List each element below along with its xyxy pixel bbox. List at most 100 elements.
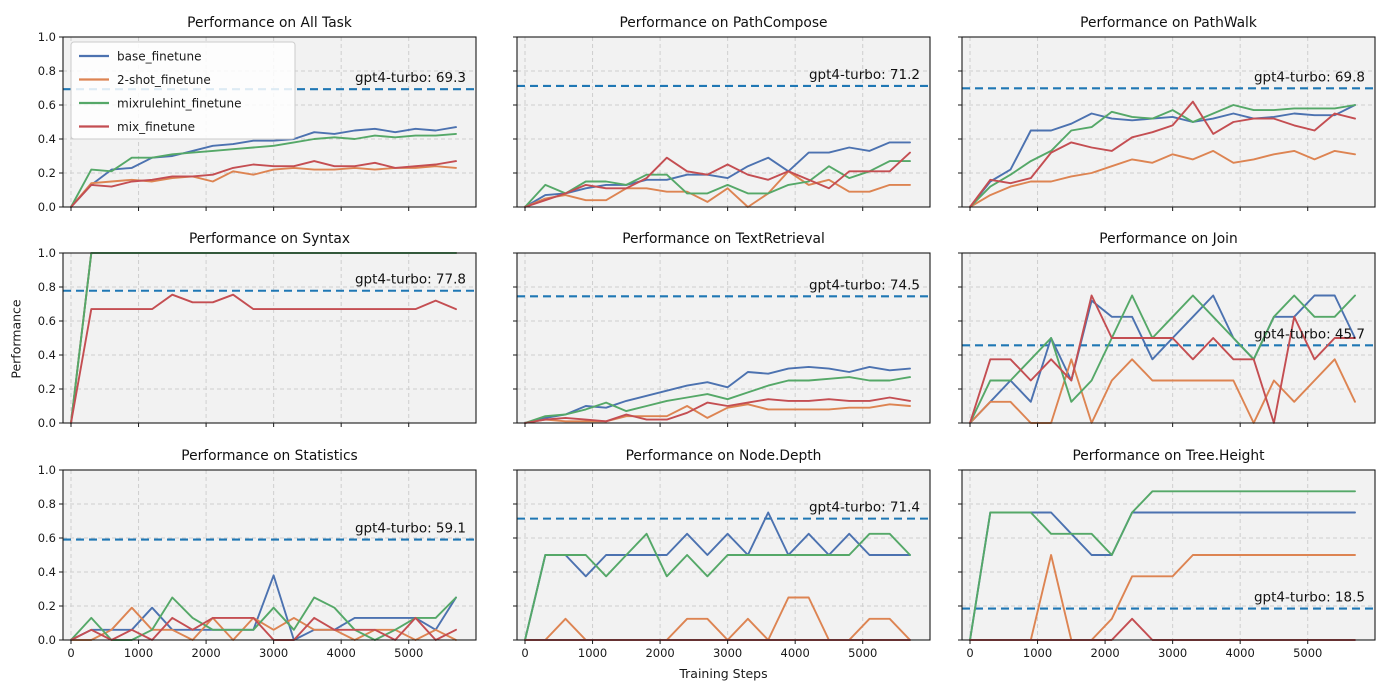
y-tick-label: 0.0 — [38, 200, 56, 214]
axes-spines — [516, 469, 931, 641]
y-tick-label: 0.2 — [38, 166, 56, 180]
y-tick-label: 1.0 — [38, 463, 56, 477]
series-line-base-finetune — [70, 126, 457, 208]
axes-spines — [961, 252, 1376, 424]
y-tick-label: 0.0 — [38, 416, 56, 430]
x-tick-label: 4000 — [781, 646, 810, 660]
plot-area-svg: gpt4-turbo: 69.8 Performance on PathWalk — [958, 15, 1376, 211]
series-line-mix-finetune — [70, 293, 457, 424]
axes-background — [63, 253, 476, 423]
subplot-performance-on-syntax: gpt4-turbo: 77.8 0.0 0.2 0.4 0.6 0.8 1.0 Perfor… — [38, 231, 477, 430]
y-tick-label: 0.6 — [38, 531, 56, 545]
subplot-performance-on-pathcompose: gpt4-turbo: 71.2 Performance on PathCompo… — [513, 15, 931, 211]
x-tick-label: 3000 — [713, 646, 742, 660]
legend-label-base-finetune: base_finetune — [117, 50, 201, 64]
x-axis-label: Training Steps — [679, 666, 768, 681]
series-line-mix-finetune — [70, 616, 457, 641]
axes-spines — [62, 252, 477, 424]
subplot-performance-on-statistics: gpt4-turbo: 59.1 0 1000 2000 3000 4000 5000 0.0… — [38, 448, 477, 660]
series-line-base-finetune — [524, 511, 911, 641]
x-tick-label: 5000 — [394, 646, 423, 660]
x-tick-label: 3000 — [259, 646, 288, 660]
series-line-mixrulehint-finetune — [969, 104, 1356, 208]
x-tick-label: 0 — [521, 646, 528, 660]
y-tick-label: 0.8 — [38, 497, 56, 511]
series-line-2-shot-finetune — [524, 170, 911, 208]
series-line-base-finetune — [524, 365, 911, 424]
x-tick-label: 1000 — [124, 646, 153, 660]
x-tick-label: 1000 — [1023, 646, 1052, 660]
series-line-base-finetune — [969, 511, 1356, 641]
subplot-title: Performance on PathCompose — [619, 15, 827, 31]
y-tick-label: 0.0 — [38, 633, 56, 647]
plot-area-svg: gpt4-turbo: 59.1 0 1000 2000 3000 4000 5000 0.0… — [38, 448, 477, 660]
legend-label-mixrulehint-finetune: mixrulehint_finetune — [117, 97, 241, 111]
x-tick-label: 5000 — [1293, 646, 1322, 660]
axes-background — [517, 37, 930, 207]
axes-spines — [961, 36, 1376, 208]
x-tick-label: 0 — [966, 646, 973, 660]
subplot-performance-on-tree-height: gpt4-turbo: 18.5 0 1000 2000 3000 4000 5000 Per… — [958, 448, 1376, 660]
y-tick-label: 0.4 — [38, 348, 56, 362]
y-tick-label: 0.4 — [38, 565, 56, 579]
legend-label-2-shot-finetune: 2-shot_finetune — [117, 73, 211, 87]
x-tick-label: 3000 — [1158, 646, 1187, 660]
plot-area-svg: gpt4-turbo: 71.2 Performance on PathCompo… — [513, 15, 931, 211]
series-line-mix-finetune — [524, 396, 911, 424]
x-tick-label: 2000 — [191, 646, 220, 660]
subplot-title: Performance on PathWalk — [1080, 15, 1257, 31]
subplot-title: Performance on Tree.Height — [1072, 448, 1265, 464]
y-tick-label: 0.6 — [38, 98, 56, 112]
x-tick-label: 2000 — [645, 646, 674, 660]
gpt4-turbo-annotation: gpt4-turbo: 18.5 — [1254, 590, 1365, 606]
series-line-2-shot-finetune — [969, 554, 1356, 641]
series-line-mix-finetune — [969, 100, 1356, 208]
gpt4-turbo-annotation: gpt4-turbo: 59.1 — [355, 521, 466, 537]
y-tick-label: 1.0 — [38, 30, 56, 44]
axes-background — [517, 253, 930, 423]
series-line-mixrulehint-finetune — [969, 294, 1356, 424]
subplot-performance-on-textretrieval: gpt4-turbo: 74.5 Performance on TextRetri… — [513, 231, 931, 427]
series-line-mixrulehint-finetune — [524, 160, 911, 208]
series-line-2-shot-finetune — [70, 606, 457, 641]
subplot-title: Performance on Node.Depth — [626, 448, 822, 464]
y-tick-label: 0.2 — [38, 382, 56, 396]
plot-area-svg: gpt4-turbo: 18.5 0 1000 2000 3000 4000 5000 Per… — [958, 448, 1376, 660]
x-tick-label: 4000 — [1226, 646, 1255, 660]
plot-area-svg: gpt4-turbo: 45.7 Performance on Join — [958, 231, 1376, 427]
subplot-title: Performance on All Task — [187, 15, 352, 31]
series-line-2-shot-finetune — [70, 165, 457, 208]
series-line-base-finetune — [524, 141, 911, 208]
subplot-title: Performance on Join — [1099, 231, 1237, 247]
gpt4-turbo-annotation: gpt4-turbo: 71.4 — [809, 500, 920, 516]
axes-spines — [516, 252, 931, 424]
gpt4-turbo-annotation: gpt4-turbo: 69.3 — [355, 70, 466, 86]
axes-spines — [516, 36, 931, 208]
axes-spines — [961, 469, 1376, 641]
x-tick-label: 5000 — [848, 646, 877, 660]
y-tick-label: 0.8 — [38, 64, 56, 78]
x-tick-label: 1000 — [578, 646, 607, 660]
series-line-mixrulehint-finetune — [524, 532, 911, 641]
series-line-mixrulehint-finetune — [70, 596, 457, 641]
legend-label-mix-finetune: mix_finetune — [117, 120, 195, 134]
subplot-performance-on-pathwalk: gpt4-turbo: 69.8 Performance on PathWalk — [958, 15, 1376, 211]
series-line-2-shot-finetune — [969, 149, 1356, 208]
axes-spines — [62, 36, 477, 208]
plot-area-svg: gpt4-turbo: 74.5 Performance on TextRetri… — [513, 231, 931, 427]
plot-area-svg: gpt4-turbo: 77.8 0.0 0.2 0.4 0.6 0.8 1.0 Perfor… — [38, 231, 477, 430]
series-line-base-finetune — [70, 574, 457, 641]
series-line-base-finetune — [969, 104, 1356, 208]
series-line-mixrulehint-finetune — [70, 132, 457, 208]
series-line-mix-finetune — [524, 151, 911, 208]
y-tick-label: 0.8 — [38, 280, 56, 294]
series-line-base-finetune — [969, 294, 1356, 424]
y-tick-label: 0.4 — [38, 132, 56, 146]
subplot-performance-on-node-depth: gpt4-turbo: 71.4 0 1000 2000 3000 4000 5000 Per… — [513, 448, 931, 660]
gpt4-turbo-annotation: gpt4-turbo: 71.2 — [809, 67, 920, 83]
y-tick-label: 1.0 — [38, 246, 56, 260]
subplot-performance-on-join: gpt4-turbo: 45.7 Performance on Join — [958, 231, 1376, 427]
subplot-performance-on-all-task: gpt4-turbo: 69.3 0.0 0.2 0.4 0.6 0.8 1.0 base_f… — [38, 15, 477, 214]
gpt4-turbo-annotation: gpt4-turbo: 45.7 — [1254, 326, 1365, 342]
